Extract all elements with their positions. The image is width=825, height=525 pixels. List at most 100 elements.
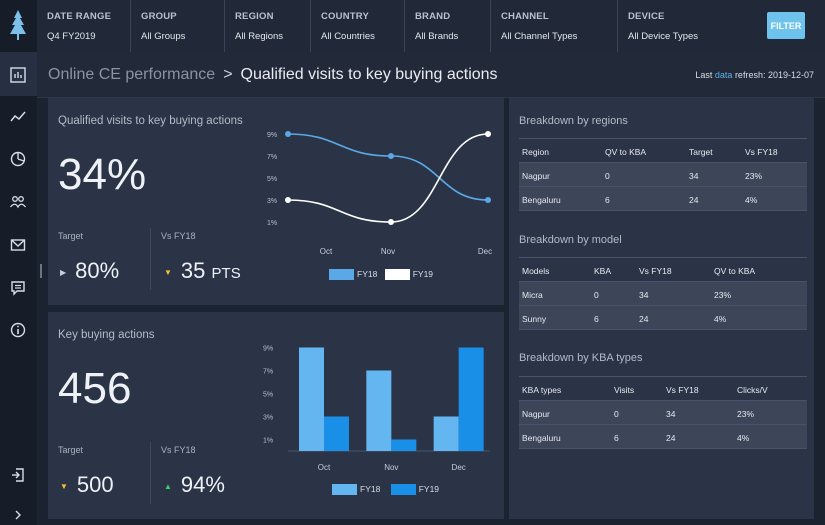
filter-value: All Countries [321, 31, 375, 42]
table-cell: 4% [714, 314, 727, 324]
bar-fy18-nov[interactable] [366, 370, 392, 452]
legend-swatch-fy18 [329, 269, 354, 281]
filter-group[interactable]: GROUP All Groups [130, 0, 224, 52]
table-row[interactable]: Bengaluru 6 24 4% [519, 187, 807, 211]
breadcrumb-parent[interactable]: Online CE performance [48, 66, 216, 83]
last-refresh: Last data refresh: 2019-12-07 [695, 70, 814, 80]
bar-fy18-dec[interactable] [433, 416, 459, 452]
data-link[interactable]: data [714, 70, 733, 80]
y-tick-label: 1% [267, 220, 277, 227]
x-tick-label: Nov [381, 247, 395, 256]
column-header: QV to KBA [605, 147, 647, 157]
column-header: Target [689, 147, 713, 157]
line-chart: 1% 3% 5% 7% 9% Oct Nov Dec [267, 131, 492, 256]
column-header: Models [522, 266, 550, 276]
column-header: Vs FY18 [639, 266, 672, 276]
table-header: Models KBA Vs FY18 QV to KBA [519, 258, 807, 282]
y-tick-label: 5% [263, 392, 273, 399]
bar-chart: 1% 3% 5% 7% 9% Oct Nov Dec [263, 346, 490, 472]
data-point-fy18[interactable] [485, 197, 491, 203]
table-row[interactable]: Nagpur 0 34 23% [519, 401, 807, 425]
column-header: Vs FY18 [666, 385, 699, 395]
bar-fy18-oct[interactable] [299, 347, 324, 452]
x-tick-label: Oct [318, 463, 331, 472]
bar-fy19-oct[interactable] [324, 416, 349, 452]
pie-chart-icon[interactable] [9, 150, 27, 168]
y-tick-label: 3% [267, 198, 277, 205]
data-point-fy18[interactable] [388, 153, 394, 159]
qv-kba-value: 34% [58, 150, 147, 199]
table-cell: 0 [614, 409, 619, 419]
filter-value: All Groups [141, 31, 186, 42]
table-cell: 24 [689, 195, 699, 205]
dashboard-icon[interactable] [9, 66, 27, 84]
filter-region[interactable]: REGION All Regions [224, 0, 310, 52]
vs-number: 35 [180, 258, 206, 283]
table-row[interactable]: Micra 0 34 23% [519, 282, 807, 306]
x-tick-label: Dec [478, 247, 492, 256]
column-header: Region [522, 147, 549, 157]
divider [150, 442, 151, 504]
table-cell: 6 [605, 195, 610, 205]
data-point-fy19[interactable] [285, 197, 291, 203]
bar-fy19-nov[interactable] [391, 439, 417, 452]
table-cell: 23% [745, 171, 763, 181]
filter-button[interactable]: FILTER [767, 12, 805, 39]
users-icon[interactable] [9, 193, 27, 211]
legend-label-fy18: FY18 [360, 484, 381, 494]
caret-up-icon: ▲ [164, 481, 172, 491]
table-cell: 34 [666, 409, 676, 419]
y-tick-label: 9% [267, 132, 277, 139]
refresh-date: refresh: 2019-12-07 [734, 70, 814, 80]
table-cell: 23% [737, 409, 755, 419]
series-line-fy19 [287, 133, 489, 223]
bar-fy19-dec[interactable] [458, 347, 484, 452]
comment-icon[interactable] [9, 279, 27, 297]
breadcrumb-separator: > [223, 66, 233, 83]
trend-line-icon[interactable] [9, 108, 27, 126]
caret-down-icon: ▼ [164, 267, 172, 277]
mail-icon[interactable] [9, 236, 27, 254]
filter-brand[interactable]: BRAND All Brands [404, 0, 490, 52]
kba-types-table: KBA types Visits Vs FY18 Clicks/V Nagpur… [519, 376, 807, 449]
table-cell: 0 [594, 290, 599, 300]
table-cell: 0 [605, 171, 610, 181]
sidebar-resize-handle[interactable] [40, 264, 42, 278]
legend-swatch-fy19 [384, 269, 410, 281]
table-row[interactable]: Bengaluru 6 24 4% [519, 425, 807, 449]
filter-channel[interactable]: CHANNEL All Channel Types [490, 0, 617, 52]
data-point-fy19[interactable] [388, 219, 394, 225]
legend-swatch-fy18 [332, 484, 357, 496]
table-cell: 24 [639, 314, 649, 324]
expand-chevron-icon[interactable] [9, 506, 27, 524]
filter-label: REGION [235, 11, 274, 22]
y-tick-label: 5% [267, 176, 277, 183]
filter-label: BRAND [415, 11, 451, 22]
page-header: Online CE performance > Qualified visits t… [37, 52, 825, 98]
table-row[interactable]: Sunny 6 24 4% [519, 306, 807, 330]
table-row[interactable]: Nagpur 0 34 23% [519, 163, 807, 187]
filter-date-range[interactable]: DATE RANGE Q4 FY2019 [37, 0, 130, 52]
logout-icon[interactable] [9, 466, 27, 484]
kba-value: 456 [58, 364, 132, 413]
filter-country[interactable]: COUNTRY All Countries [310, 0, 404, 52]
tree-logo-icon [8, 8, 28, 44]
filter-value: All Device Types [628, 31, 699, 42]
models-table: Models KBA Vs FY18 QV to KBA Micra 0 34 … [519, 257, 807, 330]
kba-types-title: Breakdown by KBA types [519, 352, 643, 364]
filter-device[interactable]: DEVICE All Device Types [617, 0, 757, 52]
x-tick-label: Nov [384, 463, 398, 472]
target-value: ▶ 80% [60, 258, 119, 284]
target-value: ▼ 500 [60, 472, 114, 498]
table-cell: Nagpur [522, 409, 550, 419]
column-header: QV to KBA [714, 266, 756, 276]
y-tick-label: 7% [263, 369, 273, 376]
target-number: 80% [75, 258, 120, 283]
table-cell: 4% [737, 433, 750, 443]
data-point-fy18[interactable] [285, 131, 291, 137]
table-cell: 34 [639, 290, 649, 300]
column-header: Vs FY18 [745, 147, 778, 157]
data-point-fy19[interactable] [485, 131, 491, 137]
series-line-fy18 [287, 133, 489, 201]
info-icon[interactable] [9, 321, 27, 339]
